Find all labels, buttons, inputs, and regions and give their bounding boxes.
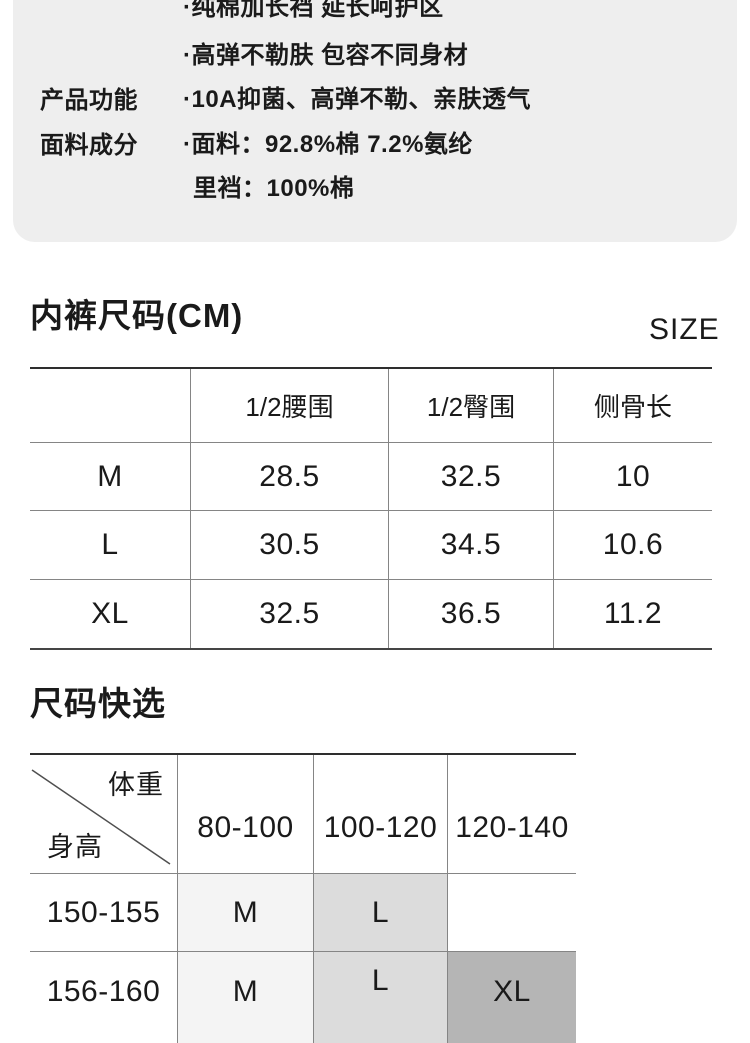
corner-label-height: 身高 <box>47 832 103 862</box>
cell-156-160-m: M <box>177 951 313 1043</box>
quick-pick-title: 尺码快选 <box>30 685 166 722</box>
size-row-xl-side: 11.2 <box>553 579 712 648</box>
cell-150-155-m: M <box>177 873 313 951</box>
size-table-header-half-waist: 1/2腰围 <box>190 369 388 442</box>
size-corner-label: SIZE <box>649 313 720 346</box>
size-table-header-empty <box>30 369 190 442</box>
size-row-m-waist: 28.5 <box>190 442 388 510</box>
size-row-m-label: M <box>30 442 190 510</box>
size-chart-table: 1/2腰围 1/2臀围 侧骨长 M 28.5 32.5 10 L 30.5 34… <box>30 367 712 650</box>
size-row-m-hip: 32.5 <box>388 442 553 510</box>
cell-150-155-l: L <box>313 873 447 951</box>
weight-header-120-140: 120-140 <box>447 755 576 873</box>
size-row-xl-hip: 36.5 <box>388 579 553 648</box>
weight-header-100-120: 100-120 <box>313 755 447 873</box>
weight-header-80-100: 80-100 <box>177 755 313 873</box>
diagonal-divider-line <box>31 769 171 865</box>
cell-156-160-l: L <box>313 951 447 1043</box>
size-row-l-hip: 34.5 <box>388 510 553 579</box>
feature-line-1: ·纯棉加长裆 延长呵护区 <box>183 0 444 21</box>
corner-label-weight: 体重 <box>108 770 164 800</box>
size-table-header-side-length: 侧骨长 <box>553 369 712 442</box>
size-row-l-label: L <box>30 510 190 579</box>
size-chart-title: 内裤尺码(CM) <box>30 297 244 334</box>
height-row-150-155-label: 150-155 <box>30 873 177 951</box>
size-table-header-half-hip: 1/2臀围 <box>388 369 553 442</box>
feature-line-2: ·高弹不勒肤 包容不同身材 <box>183 42 469 69</box>
cell-150-155-empty <box>447 873 576 951</box>
height-row-156-160-label: 156-160 <box>30 951 177 1043</box>
size-row-xl-waist: 32.5 <box>190 579 388 648</box>
quick-table-corner-cell: 体重 身高 <box>30 755 177 873</box>
size-row-m-side: 10 <box>553 442 712 510</box>
label-fabric-composition: 面料成分 <box>40 132 138 159</box>
lining-line: 里裆：100%棉 <box>193 175 355 202</box>
fabric-line: ·面料：92.8%棉 7.2%氨纶 <box>183 131 473 158</box>
size-row-l-waist: 30.5 <box>190 510 388 579</box>
product-info-panel <box>13 0 737 242</box>
label-product-function: 产品功能 <box>40 87 138 114</box>
size-row-l-side: 10.6 <box>553 510 712 579</box>
cell-156-160-xl: XL <box>447 951 576 1043</box>
size-row-xl-label: XL <box>30 579 190 648</box>
feature-line-3: ·10A抑菌、高弹不勒、亲肤透气 <box>183 86 532 113</box>
